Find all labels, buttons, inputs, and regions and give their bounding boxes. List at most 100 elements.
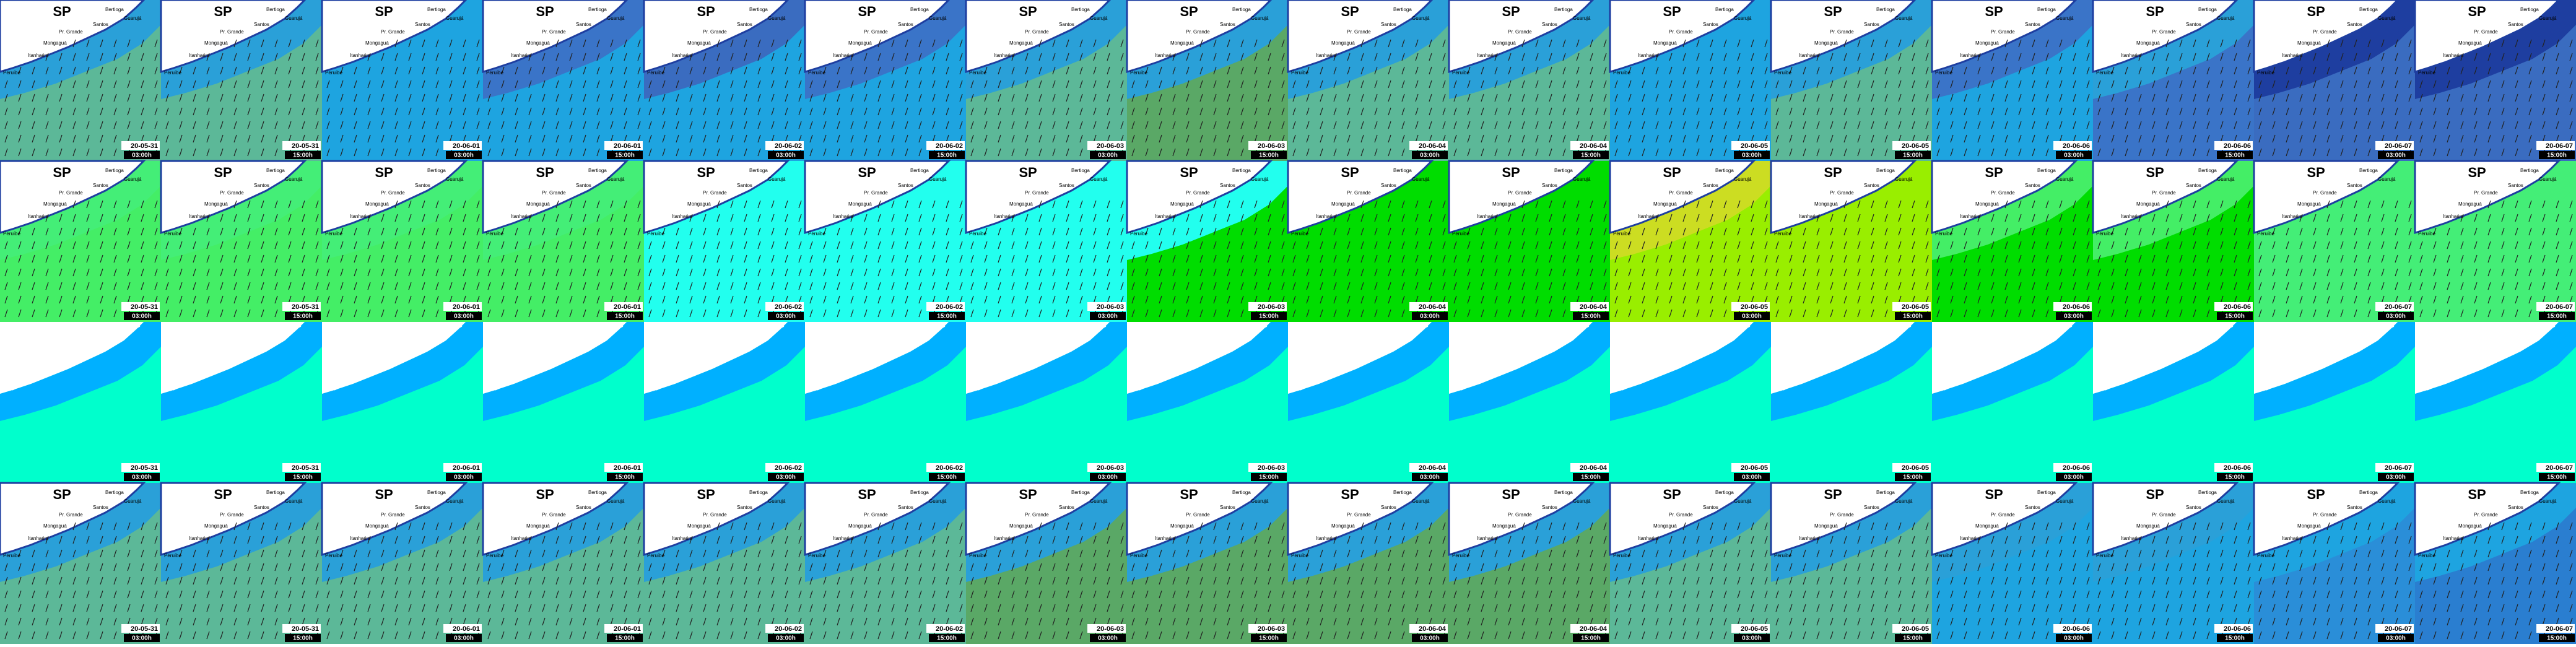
wind-arrow <box>1521 121 1525 129</box>
place-label: Itanhaém <box>511 214 532 219</box>
wind-arrow <box>689 107 693 116</box>
wind-arrow <box>274 80 278 89</box>
wind-arrow <box>676 254 679 263</box>
wind-arrow <box>716 214 720 222</box>
wind-arrow <box>1789 148 1793 157</box>
wind-arrow <box>381 309 385 318</box>
place-label: Peruíbe <box>164 70 182 76</box>
wind-arrow <box>1576 93 1580 102</box>
wind-arrow <box>2045 121 2049 129</box>
wind-arrow <box>730 295 734 304</box>
wind-arrow <box>918 121 922 129</box>
wind-arrow <box>1052 200 1056 209</box>
wind-arrow <box>569 282 573 290</box>
wind-arrow <box>932 214 936 222</box>
wind-arrow <box>809 148 813 157</box>
wind-arrow <box>2059 93 2063 102</box>
wind-arrow <box>662 107 666 116</box>
wind-arrow <box>449 80 453 89</box>
wind-arrow <box>864 93 868 102</box>
wind-arrow <box>946 107 949 116</box>
wind-arrow <box>2569 93 2573 102</box>
wind-arrow <box>1401 134 1405 143</box>
wind-arrow <box>302 268 305 277</box>
wind-arrow <box>2299 107 2303 116</box>
place-label: Bertioga <box>1071 490 1090 495</box>
place-label: Itanhaém <box>189 214 210 219</box>
wind-arrow <box>2340 80 2344 89</box>
wind-arrow <box>932 254 936 263</box>
wind-arrow <box>1950 134 1954 143</box>
wind-arrow <box>757 268 761 277</box>
wind-arrow <box>2340 53 2344 61</box>
wind-arrow <box>1590 80 1593 89</box>
wind-arrow <box>1751 80 1754 89</box>
place-label: Guarujá <box>446 498 464 504</box>
wind-arrow <box>233 227 237 236</box>
wind-arrow <box>569 134 573 143</box>
wind-arrow <box>798 80 802 89</box>
wind-arrow <box>676 93 679 102</box>
wind-arrow <box>1120 227 1124 236</box>
wind-arrow <box>165 295 169 304</box>
wind-arrow <box>1764 93 1768 102</box>
wind-arrow <box>771 39 775 48</box>
place-label: Itanhaém <box>2282 53 2303 58</box>
wind-arrow <box>798 214 802 222</box>
place-label: Bertioga <box>2198 7 2217 12</box>
wind-arrow <box>1107 268 1110 277</box>
place-label: Mongaguá <box>365 201 389 207</box>
wind-arrow <box>302 80 305 89</box>
wind-arrow <box>2569 66 2573 75</box>
land <box>160 0 307 74</box>
wind-arrow <box>127 282 131 290</box>
wind-arrow <box>1093 241 1097 250</box>
wind-arrow <box>637 39 641 48</box>
date-box <box>2375 141 2414 150</box>
wind-arrow <box>2193 148 2196 157</box>
wind-arrow <box>326 295 330 304</box>
wind-arrow <box>463 66 466 75</box>
place-label: Pr. Grande <box>1830 190 1854 196</box>
wind-arrow <box>1549 134 1552 143</box>
wind-arrow <box>463 93 466 102</box>
wind-arrow <box>946 214 949 222</box>
wind-arrow <box>2073 121 2076 129</box>
wind-arrow <box>2569 80 2573 89</box>
wind-arrow <box>449 200 453 209</box>
wind-arrow <box>850 148 854 157</box>
wind-arrow <box>1038 134 1042 143</box>
wind-arrow <box>1025 241 1029 250</box>
time-label: 03:00h <box>1098 635 1118 642</box>
wind-arrow <box>2542 121 2546 129</box>
wind-arrow <box>716 80 720 89</box>
wind-arrow <box>193 282 196 290</box>
wind-arrow <box>1614 148 1618 157</box>
wind-arrow <box>315 214 319 222</box>
wind-arrow <box>340 121 344 129</box>
wind-arrow <box>583 53 586 61</box>
place-label: Itanhaém <box>1638 53 1659 58</box>
wind-arrow <box>1107 39 1110 48</box>
wind-arrow <box>689 282 693 290</box>
region-label: SP <box>536 4 554 19</box>
wind-arrow <box>2152 66 2156 75</box>
wind-arrow <box>2165 107 2169 116</box>
wind-arrow <box>1576 66 1580 75</box>
wind-arrow <box>970 148 974 157</box>
place-label: Santos <box>2186 22 2201 27</box>
wind-arrow <box>1107 53 1110 61</box>
wind-arrow <box>2367 53 2371 61</box>
wind-arrow <box>2179 53 2183 61</box>
land <box>0 0 146 73</box>
wind-arrow <box>1079 107 1083 116</box>
place-label: Itanhaém <box>672 214 693 219</box>
wind-arrow <box>1038 121 1042 129</box>
wind-arrow <box>1199 200 1203 209</box>
wind-arrow <box>45 309 49 318</box>
wind-arrow <box>1186 268 1190 277</box>
wind-arrow <box>2299 134 2303 143</box>
